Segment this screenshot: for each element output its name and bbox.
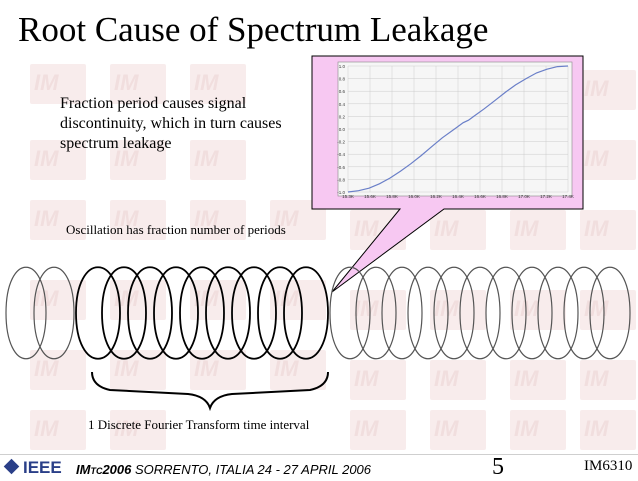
dft-interval-brace — [91, 371, 329, 412]
background-coil — [459, 266, 501, 360]
x-tick-label: 15.8K — [386, 194, 398, 199]
x-tick-label: 16.6K — [474, 194, 486, 199]
background-coil — [511, 266, 553, 360]
conference-sub: TC — [90, 466, 103, 476]
x-tick-label: 17.0K — [518, 194, 530, 199]
background-coil — [381, 266, 423, 360]
plot-curve — [347, 65, 569, 193]
x-tick-label: 15.6K — [364, 194, 376, 199]
x-tick-label: 16.0K — [408, 194, 420, 199]
slide-title: Root Cause of Spectrum Leakage — [18, 10, 489, 49]
y-tick-label: -0.8 — [337, 177, 345, 182]
signal-coil — [205, 266, 251, 360]
background-coil — [355, 266, 397, 360]
signal-coil — [231, 266, 277, 360]
signal-coil — [127, 266, 173, 360]
y-tick-label: -0.2 — [337, 140, 345, 145]
y-tick-label: 0.6 — [339, 89, 346, 94]
y-tick-label: 0.0 — [339, 127, 346, 132]
y-tick-label: 1.0 — [339, 64, 346, 69]
background-coil — [589, 266, 631, 360]
plot-x-ticks: 15.3K 15.6K 15.8K 16.0K 16.2K 16.4K 16.6K 16.8K… — [342, 194, 574, 199]
signal-coil — [283, 266, 329, 360]
background-coil — [433, 266, 475, 360]
background-coil — [5, 266, 47, 360]
x-tick-label: 17.2K — [540, 194, 552, 199]
page-number: 5 — [492, 454, 504, 480]
footer-divider — [0, 454, 638, 455]
background-coil — [329, 266, 371, 360]
y-tick-label: -0.4 — [337, 152, 345, 157]
x-tick-label: 16.4K — [452, 194, 464, 199]
ieee-diamond-icon — [3, 458, 20, 475]
signal-coil — [101, 266, 147, 360]
signal-coil — [153, 266, 199, 360]
y-tick-label: -0.6 — [337, 165, 345, 170]
background-coil — [33, 266, 75, 360]
background-coil — [563, 266, 605, 360]
signal-coil — [257, 266, 303, 360]
signal-coil — [75, 266, 121, 360]
dft-interval-label: 1 Discrete Fourier Transform time interv… — [88, 417, 310, 432]
background-coil — [537, 266, 579, 360]
x-tick-label: 16.2K — [430, 194, 442, 199]
x-tick-label: 17.4K — [562, 194, 574, 199]
y-tick-label: 0.4 — [339, 102, 346, 107]
leakage-note: Fraction period causes signal discontinu… — [60, 95, 282, 152]
conference-year: 2006 — [102, 462, 132, 477]
plot-grid — [347, 65, 569, 193]
signal-coil — [179, 266, 225, 360]
y-tick-label: 0.8 — [339, 77, 346, 82]
x-tick-label: 15.3K — [342, 194, 354, 199]
x-tick-label: 16.8K — [496, 194, 508, 199]
ieee-logo: IEEE — [3, 458, 62, 478]
background-coil — [407, 266, 449, 360]
plot-y-ticks: 1.0 0.8 0.6 0.4 0.2 0.0 -0.2 -0.4 -0.6 -0.8 -1.0 — [337, 64, 345, 195]
background-coil — [485, 266, 527, 360]
conference-details: SORRENTO, ITALIA 24 - 27 APRIL 2006 — [131, 462, 372, 477]
conference-info: IMTC2006 SORRENTO, ITALIA 24 - 27 APRIL … — [76, 462, 371, 477]
y-tick-label: 0.2 — [339, 114, 346, 119]
presentation-code: IM6310 — [584, 458, 633, 474]
ieee-logo-text: IEEE — [23, 458, 62, 477]
oscillation-label: Oscillation has fraction number of perio… — [66, 222, 286, 237]
y-tick-label: -1.0 — [337, 190, 345, 195]
oscillation-coils — [5, 266, 631, 360]
conference-prefix: IM — [76, 462, 91, 477]
